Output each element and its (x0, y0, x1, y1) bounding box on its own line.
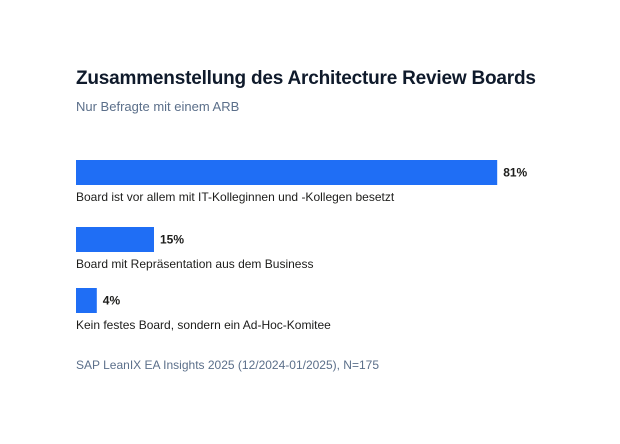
chart-title: Zusammenstellung des Architecture Review… (76, 68, 536, 89)
bar (76, 227, 154, 252)
category-label: Board mit Repräsentation aus dem Busines… (76, 257, 313, 271)
bar (76, 160, 498, 185)
chart-source: SAP LeanIX EA Insights 2025 (12/2024-01/… (76, 358, 379, 372)
chart-subtitle: Nur Befragte mit einem ARB (76, 99, 240, 114)
value-label: 15% (160, 233, 184, 247)
category-label: Board ist vor allem mit IT-Kolleginnen u… (76, 190, 395, 204)
bar (76, 288, 97, 313)
value-label: 81% (503, 166, 527, 180)
value-label: 4% (103, 294, 121, 308)
category-label: Kein festes Board, sondern ein Ad-Hoc-Ko… (76, 318, 331, 332)
